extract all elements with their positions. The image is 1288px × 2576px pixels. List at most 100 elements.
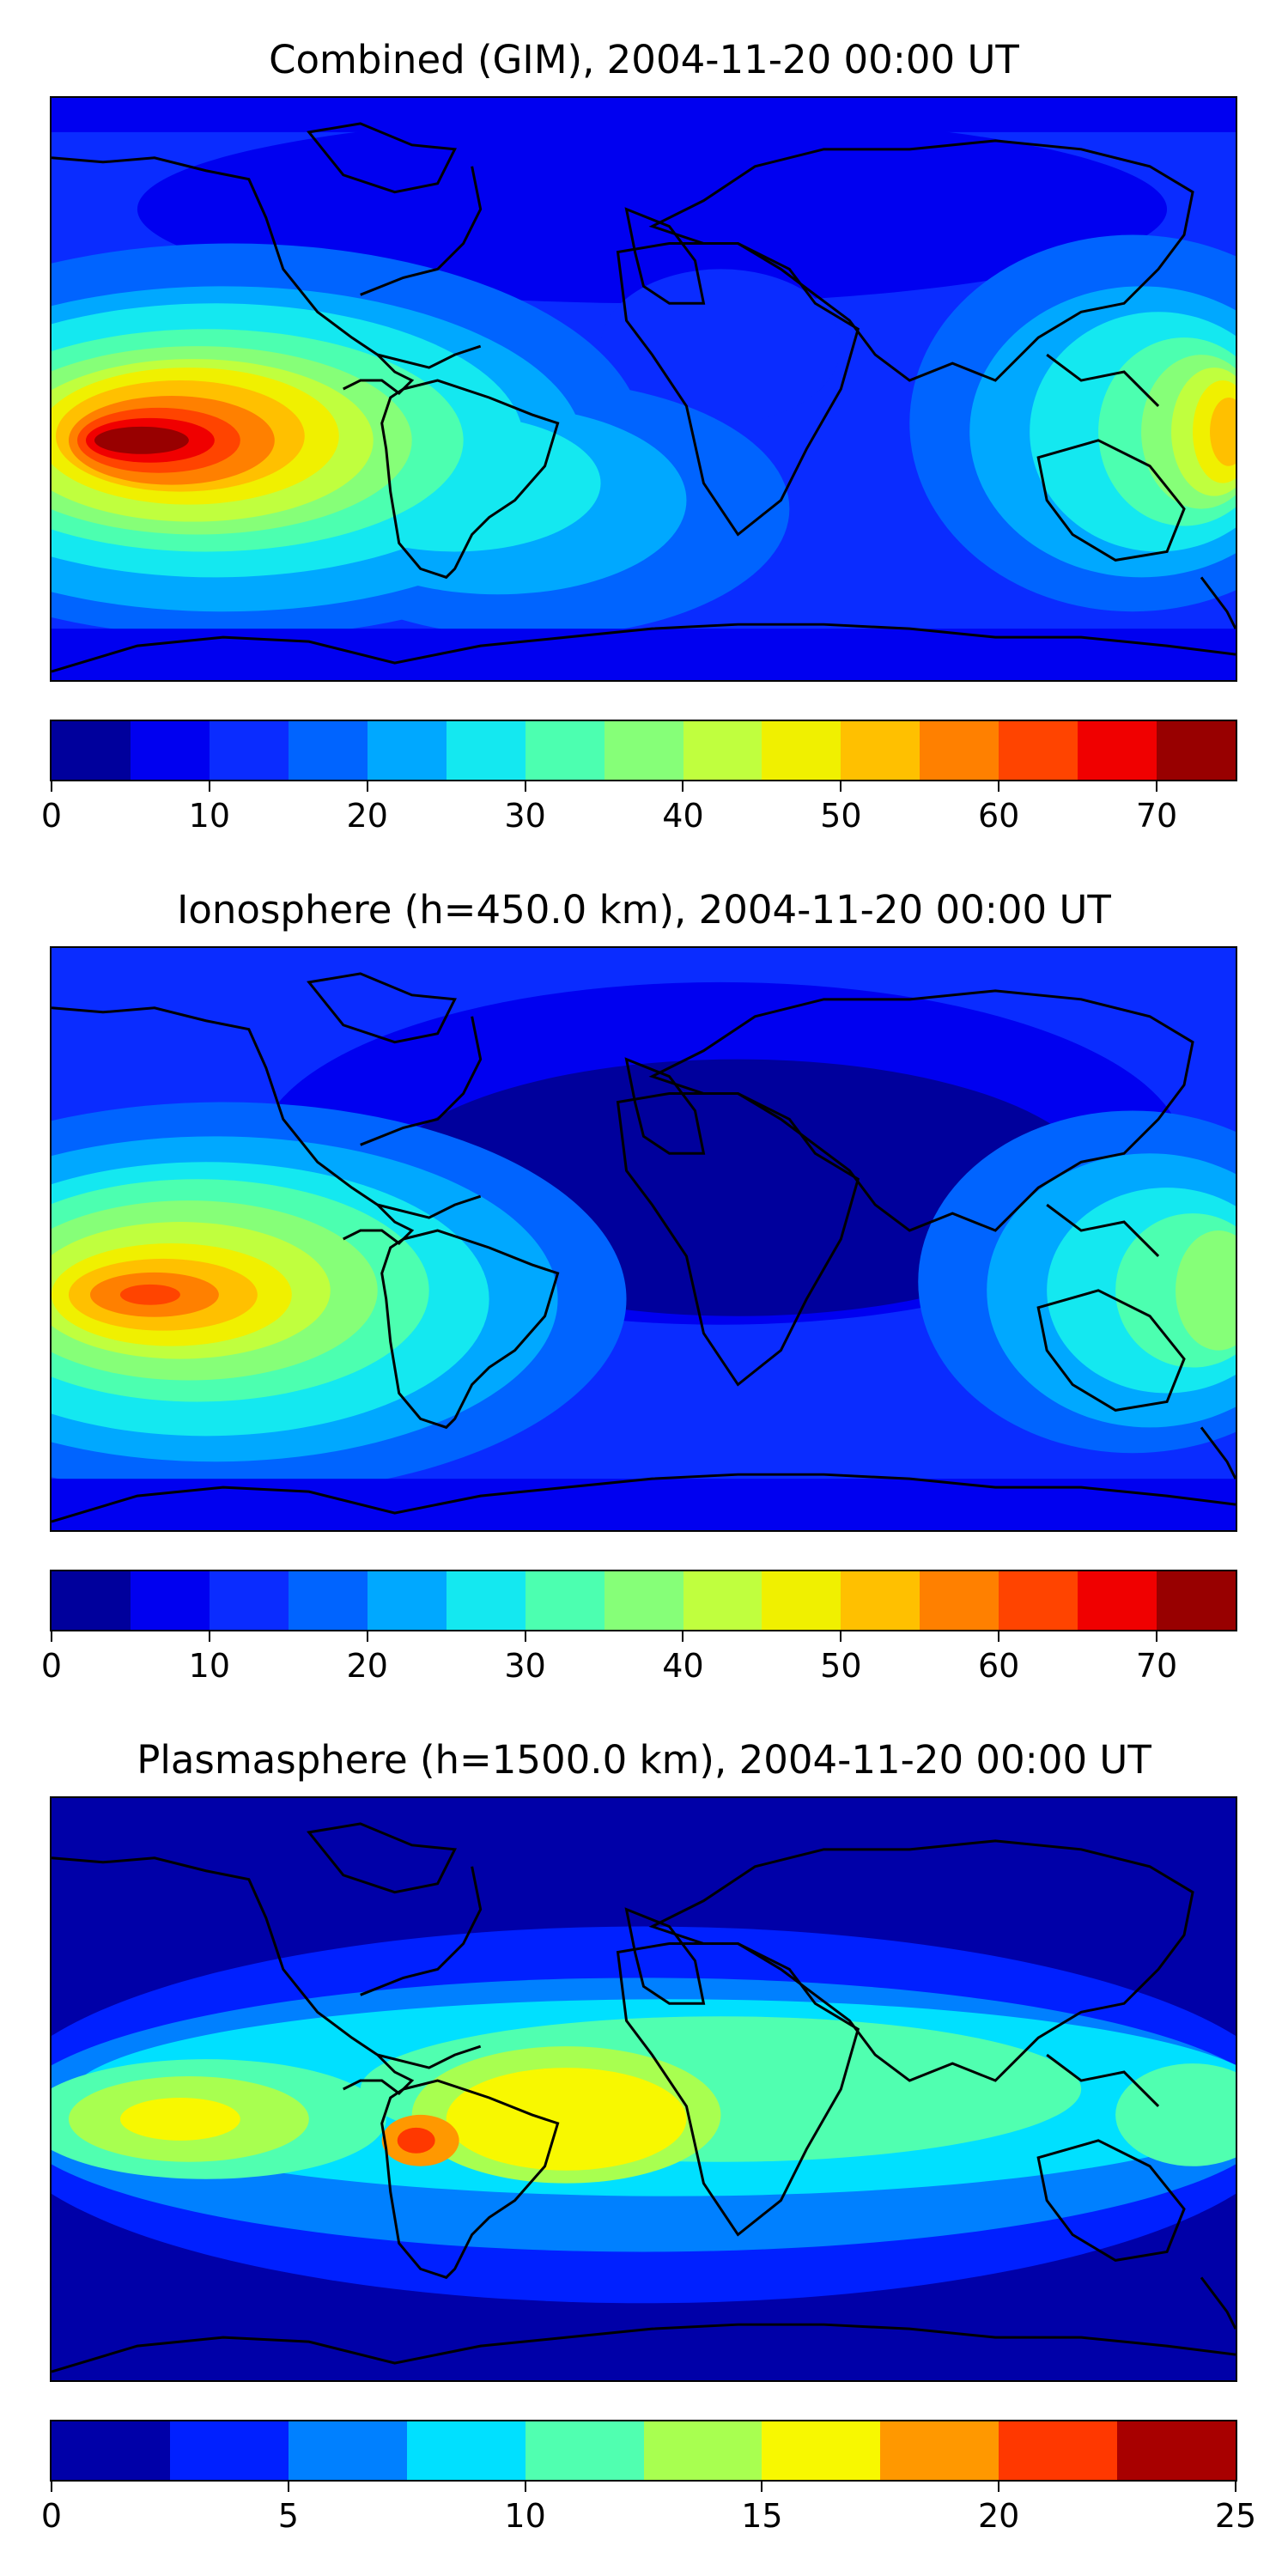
colorbar-segment	[367, 721, 447, 780]
colorbar-segment	[52, 2421, 170, 2480]
colorbar-tick-label: 60	[978, 1647, 1020, 1685]
colorbar-tick	[682, 781, 684, 792]
colorbar-tick	[524, 2482, 526, 2492]
colorbar-segment	[406, 2421, 526, 2480]
colorbar-segment	[920, 1571, 999, 1630]
colorbar-segment	[525, 721, 605, 780]
colorbar-segment	[446, 721, 526, 780]
colorbar-segment	[999, 2421, 1118, 2480]
colorbar-segment	[288, 721, 368, 780]
colorbar-ticks: 0 5 10 15 20 25	[41, 2482, 1256, 2535]
colorbar-segment	[209, 1571, 289, 1630]
colorbar-segment	[841, 721, 920, 780]
colorbar-segment	[920, 721, 999, 780]
colorbar-tick-label: 20	[346, 1647, 388, 1685]
colorbar-tick-label: 70	[1135, 1647, 1178, 1685]
colorbar-tick	[208, 781, 210, 792]
panel-title: Ionosphere (h=450.0 km), 2004-11-20 00:0…	[177, 887, 1111, 933]
colorbar-tick	[51, 2482, 52, 2492]
colorbar-tick	[366, 781, 368, 792]
colorbar-tick-label: 10	[188, 1647, 231, 1685]
colorbar-tick-label: 10	[188, 797, 231, 835]
colorbar	[50, 720, 1237, 781]
colorbar-segment	[367, 1571, 447, 1630]
colorbar-segment	[880, 2421, 999, 2480]
colorbar-segment	[1157, 1571, 1236, 1630]
colorbar-segment	[209, 721, 289, 780]
colorbar-tick-label: 30	[504, 797, 546, 835]
colorbar-segment	[643, 2421, 762, 2480]
colorbar-segment	[604, 1571, 683, 1630]
colorbar-segment	[1117, 2421, 1236, 2480]
colorbar-tick	[208, 1631, 210, 1642]
colorbar-segment	[446, 1571, 526, 1630]
colorbar-tick	[998, 1631, 1000, 1642]
colorbar-tick	[840, 781, 842, 792]
panel-title: Plasmasphere (h=1500.0 km), 2004-11-20 0…	[137, 1737, 1151, 1783]
colorbar-segment	[525, 2421, 644, 2480]
contour-field	[52, 98, 1236, 680]
colorbar-tick	[366, 1631, 368, 1642]
colorbar-tick-label: 0	[40, 1647, 63, 1685]
colorbar-segment	[841, 1571, 920, 1630]
colorbar-tick	[524, 781, 526, 792]
colorbar-tick	[840, 1631, 842, 1642]
colorbar-segment	[130, 721, 210, 780]
map-combined-gim	[50, 96, 1237, 682]
colorbar	[50, 2420, 1237, 2482]
colorbar-tick-label: 50	[820, 797, 862, 835]
colorbar-tick-label: 20	[978, 2497, 1020, 2535]
colorbar-tick-label: 40	[662, 797, 704, 835]
coastlines	[52, 1822, 1236, 2373]
colorbar-segment	[683, 721, 762, 780]
colorbar-tick-label: 5	[277, 2497, 299, 2535]
colorbar-segment	[762, 721, 841, 780]
colorbar-segment	[683, 1571, 762, 1630]
colorbar-segment	[1078, 1571, 1157, 1630]
map-plasmasphere	[50, 1796, 1237, 2382]
colorbar-segment	[288, 2421, 407, 2480]
coastlines	[52, 122, 1236, 673]
colorbar-tick-label: 60	[978, 797, 1020, 835]
colorbar-segment	[999, 1571, 1078, 1630]
colorbar-segment	[169, 2421, 289, 2480]
colorbar-tick	[1235, 2482, 1236, 2492]
colorbar-ticks: 0 10 20 30 40 50 60 70	[41, 1631, 1236, 1685]
map-ionosphere	[50, 946, 1237, 1532]
colorbar-tick-label: 25	[1214, 2497, 1257, 2535]
colorbar-segment	[52, 721, 131, 780]
colorbar-tick	[51, 1631, 52, 1642]
colorbar-segment	[1078, 721, 1157, 780]
colorbar-tick-label: 40	[662, 1647, 704, 1685]
colorbar-segment	[525, 1571, 605, 1630]
colorbar-tick-label: 70	[1135, 797, 1178, 835]
colorbar-tick-label: 0	[40, 2497, 63, 2535]
colorbar-tick	[682, 1631, 684, 1642]
colorbar-segment	[762, 2421, 881, 2480]
colorbar-tick-label: 30	[504, 1647, 546, 1685]
colorbar-tick	[998, 2482, 1000, 2492]
contour-field	[52, 1798, 1236, 2380]
colorbar-tick-label: 0	[40, 797, 63, 835]
colorbar-segment	[288, 1571, 368, 1630]
colorbar-tick	[524, 1631, 526, 1642]
colorbar-tick	[51, 781, 52, 792]
colorbar-segment	[604, 721, 683, 780]
colorbar-segment	[999, 721, 1078, 780]
colorbar-segment	[1157, 721, 1236, 780]
colorbar-ticks: 0 10 20 30 40 50 60 70	[41, 781, 1236, 835]
colorbar-segment	[52, 1571, 131, 1630]
colorbar-segment	[130, 1571, 210, 1630]
colorbar-tick	[1156, 781, 1158, 792]
colorbar-tick-label: 15	[741, 2497, 783, 2535]
colorbar-tick	[1156, 1631, 1158, 1642]
colorbar	[50, 1570, 1237, 1631]
panel-title: Combined (GIM), 2004-11-20 00:00 UT	[269, 37, 1019, 82]
colorbar-tick	[998, 781, 1000, 792]
colorbar-tick-label: 10	[504, 2497, 546, 2535]
coastlines	[52, 972, 1236, 1523]
colorbar-tick-label: 50	[820, 1647, 862, 1685]
colorbar-tick	[287, 2482, 289, 2492]
colorbar-tick-label: 20	[346, 797, 388, 835]
colorbar-segment	[762, 1571, 841, 1630]
